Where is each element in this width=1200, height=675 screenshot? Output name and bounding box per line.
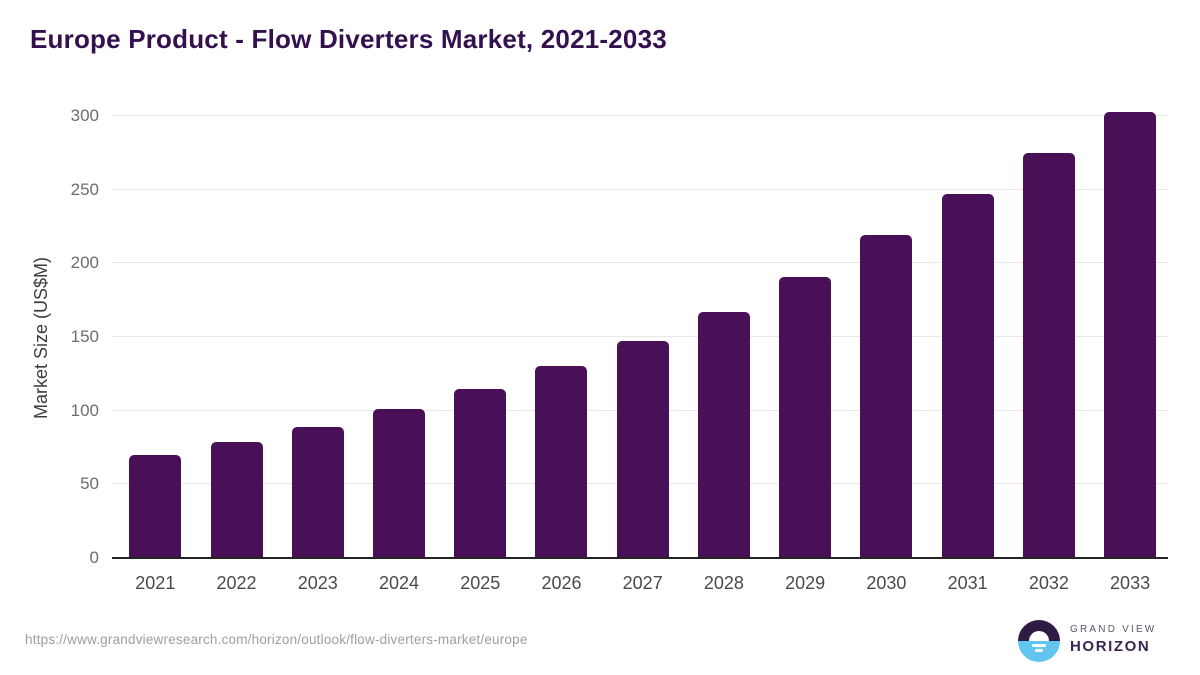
y-tick-label-100: 100 bbox=[70, 400, 99, 420]
bar-2024 bbox=[373, 409, 425, 558]
reflection-line-1 bbox=[1032, 644, 1046, 647]
source-url: https://www.grandviewresearch.com/horizo… bbox=[25, 632, 528, 647]
brand-name: GRAND VIEW HORIZON bbox=[1070, 624, 1156, 655]
bar-2031 bbox=[941, 194, 994, 558]
y-tick-label-0: 0 bbox=[89, 548, 99, 567]
brand-logo: GRAND VIEW HORIZON bbox=[1018, 620, 1178, 662]
bar-2022 bbox=[210, 441, 263, 558]
x-tick-label-2026: 2026 bbox=[541, 573, 582, 593]
x-tick-label-2021: 2021 bbox=[135, 573, 176, 593]
x-tick-label-2031: 2031 bbox=[947, 573, 988, 593]
bar-2027 bbox=[616, 341, 669, 558]
gridline-300 bbox=[112, 115, 1168, 116]
x-tick-label-2024: 2024 bbox=[378, 573, 420, 593]
y-tick-label-250: 250 bbox=[70, 179, 99, 199]
y-tick-label-50: 50 bbox=[80, 474, 99, 494]
y-tick-label-300: 300 bbox=[70, 106, 99, 125]
gridline-200 bbox=[112, 262, 1168, 264]
sun-dome-shape bbox=[1029, 631, 1049, 641]
bar-2033 bbox=[1104, 111, 1157, 558]
bar-2021 bbox=[129, 454, 182, 558]
x-tick-label-2032: 2032 bbox=[1028, 573, 1069, 593]
brand-name-bottom: HORIZON bbox=[1070, 638, 1151, 655]
x-tick-label-2029: 2029 bbox=[785, 573, 826, 593]
plot-area bbox=[112, 111, 1168, 559]
x-tick-label-2033: 2033 bbox=[1110, 573, 1151, 593]
x-tick-label-2027: 2027 bbox=[622, 573, 663, 593]
y-tick-label-150: 150 bbox=[70, 327, 99, 346]
bar-2026 bbox=[535, 366, 588, 558]
bar-2029 bbox=[779, 276, 832, 558]
sunrise-circle-icon bbox=[1018, 620, 1060, 662]
y-tick-label-200: 200 bbox=[70, 253, 99, 273]
x-tick-label-2025: 2025 bbox=[460, 573, 501, 593]
chart-title: Europe Product - Flow Diverters Market, … bbox=[30, 24, 667, 54]
x-tick-label-2023: 2023 bbox=[297, 573, 338, 593]
bar-2032 bbox=[1022, 152, 1075, 558]
x-tick-label-2028: 2028 bbox=[703, 573, 744, 593]
x-tick-label-2022: 2022 bbox=[216, 573, 257, 593]
bar-2028 bbox=[697, 311, 750, 558]
gridline-150 bbox=[112, 336, 1168, 337]
bar-2025 bbox=[454, 388, 507, 558]
gridline-250 bbox=[112, 188, 1168, 190]
reflection-line-2 bbox=[1035, 649, 1043, 652]
x-axis-line bbox=[112, 557, 1168, 559]
x-tick-label-2030: 2030 bbox=[866, 573, 907, 593]
bar-2023 bbox=[291, 426, 344, 558]
bar-2030 bbox=[860, 235, 913, 558]
brand-name-top: GRAND VIEW bbox=[1070, 624, 1157, 635]
